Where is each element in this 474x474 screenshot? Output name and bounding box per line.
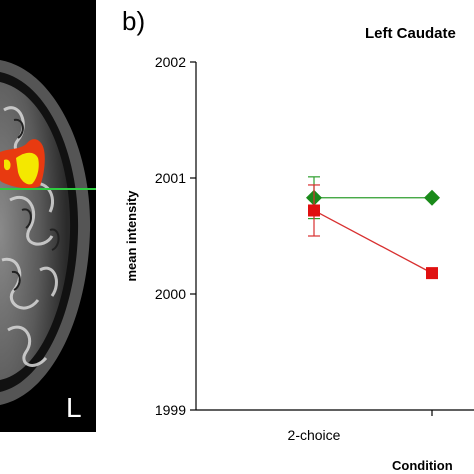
series-1-line — [313, 209, 433, 274]
y-tick-label: 2000 — [155, 286, 186, 302]
series-0-point — [424, 189, 440, 206]
y-ticks: 1999 2000 2001 2002 — [155, 54, 196, 418]
series-1-point — [308, 204, 320, 217]
series-1-point — [426, 267, 438, 280]
brain-image-panel: L — [0, 0, 96, 432]
x-axis-label: Condition — [392, 458, 453, 473]
chart-title: Left Caudate — [365, 25, 456, 42]
panel-label: b) — [122, 6, 145, 36]
activation-cluster — [0, 139, 45, 189]
y-tick-label: 1999 — [155, 402, 186, 418]
x-tick-label: 2-choice — [288, 427, 341, 443]
orientation-label: L — [66, 392, 82, 423]
series-layer — [306, 176, 440, 280]
y-tick-label: 2001 — [155, 170, 186, 186]
y-tick-label: 2002 — [155, 54, 186, 70]
brain-scan — [0, 0, 96, 432]
y-axis-label: mean intensity — [124, 190, 139, 282]
x-ticks: 2-choice — [288, 410, 433, 443]
